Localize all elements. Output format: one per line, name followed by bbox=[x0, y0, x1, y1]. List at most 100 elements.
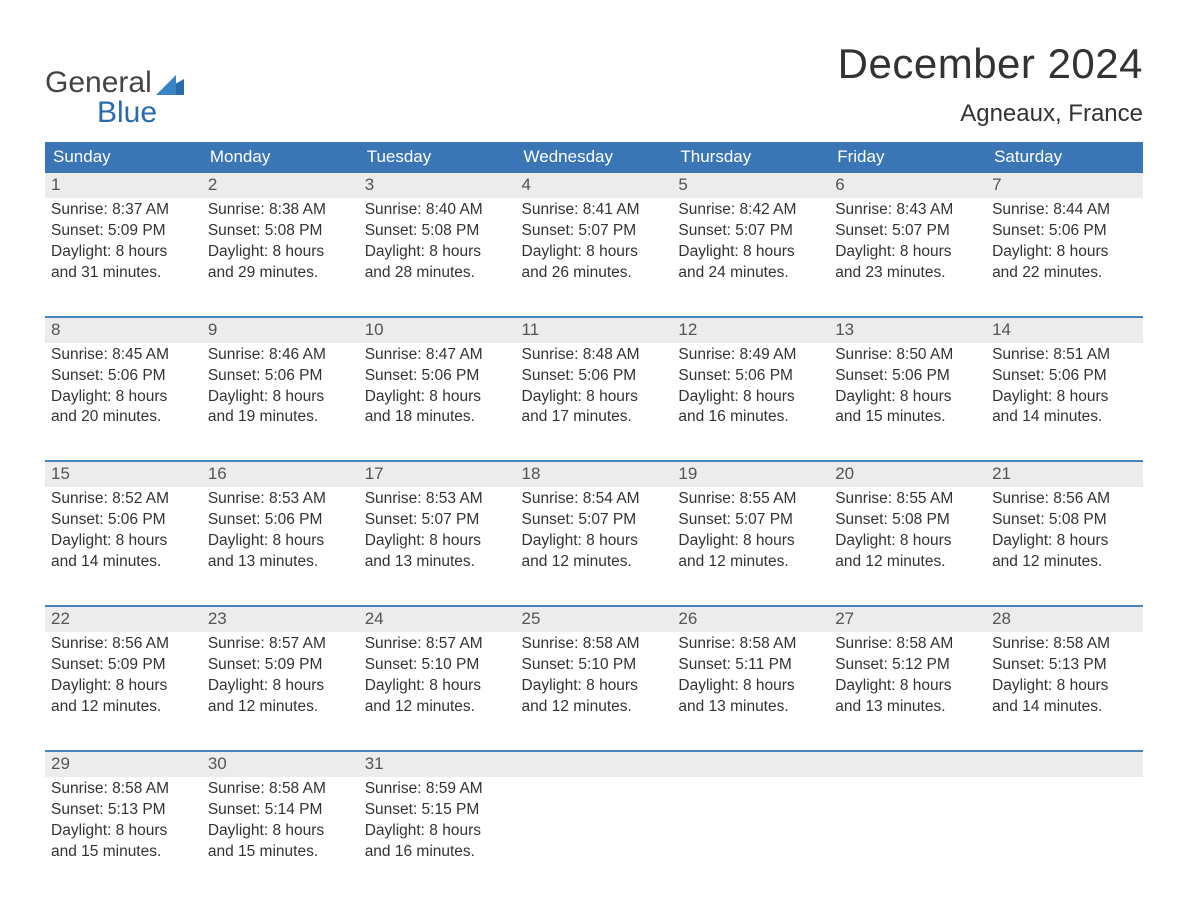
day-line: and 20 minutes. bbox=[51, 407, 196, 428]
day-number bbox=[516, 752, 673, 777]
day-line: Daylight: 8 hours bbox=[522, 387, 667, 408]
day-line: Sunset: 5:09 PM bbox=[51, 655, 196, 676]
day-line: Sunrise: 8:52 AM bbox=[51, 489, 196, 510]
day-number: 18 bbox=[516, 462, 673, 487]
day-line: Sunset: 5:06 PM bbox=[208, 366, 353, 387]
day-line: Sunrise: 8:58 AM bbox=[208, 779, 353, 800]
day-line: and 14 minutes. bbox=[992, 697, 1137, 718]
day-line: Sunset: 5:07 PM bbox=[835, 221, 980, 242]
day-cell: Sunrise: 8:58 AMSunset: 5:13 PMDaylight:… bbox=[986, 632, 1143, 751]
day-line: and 14 minutes. bbox=[992, 407, 1137, 428]
day-cell: Sunrise: 8:58 AMSunset: 5:10 PMDaylight:… bbox=[516, 632, 673, 751]
day-line: and 19 minutes. bbox=[208, 407, 353, 428]
day-cell bbox=[986, 777, 1143, 895]
day-line: Daylight: 8 hours bbox=[678, 676, 823, 697]
day-line: Daylight: 8 hours bbox=[835, 676, 980, 697]
day-line: and 13 minutes. bbox=[365, 552, 510, 573]
day-line: Sunset: 5:06 PM bbox=[522, 366, 667, 387]
day-number bbox=[672, 752, 829, 777]
day-number: 9 bbox=[202, 318, 359, 343]
day-cell: Sunrise: 8:53 AMSunset: 5:07 PMDaylight:… bbox=[359, 487, 516, 606]
day-line: Sunset: 5:10 PM bbox=[365, 655, 510, 676]
day-line: Daylight: 8 hours bbox=[992, 676, 1137, 697]
day-cell: Sunrise: 8:50 AMSunset: 5:06 PMDaylight:… bbox=[829, 343, 986, 462]
day-number: 25 bbox=[516, 607, 673, 632]
day-cell: Sunrise: 8:41 AMSunset: 5:07 PMDaylight:… bbox=[516, 198, 673, 317]
day-cell: Sunrise: 8:53 AMSunset: 5:06 PMDaylight:… bbox=[202, 487, 359, 606]
day-line: and 16 minutes. bbox=[678, 407, 823, 428]
logo: General Blue bbox=[45, 68, 184, 128]
title-block: December 2024 Agneaux, France bbox=[838, 40, 1143, 128]
day-number: 14 bbox=[986, 318, 1143, 343]
location: Agneaux, France bbox=[838, 100, 1143, 128]
day-line: Daylight: 8 hours bbox=[835, 387, 980, 408]
day-line: Sunset: 5:08 PM bbox=[835, 510, 980, 531]
day-number: 13 bbox=[829, 318, 986, 343]
day-number-row: 22232425262728 bbox=[45, 607, 1143, 632]
day-line: Sunset: 5:09 PM bbox=[208, 655, 353, 676]
day-line: Sunrise: 8:40 AM bbox=[365, 200, 510, 221]
day-line: Daylight: 8 hours bbox=[835, 242, 980, 263]
day-number: 1 bbox=[45, 173, 202, 198]
day-line: Sunrise: 8:57 AM bbox=[365, 634, 510, 655]
day-cell: Sunrise: 8:47 AMSunset: 5:06 PMDaylight:… bbox=[359, 343, 516, 462]
day-line: and 12 minutes. bbox=[365, 697, 510, 718]
day-line: and 12 minutes. bbox=[51, 697, 196, 718]
day-number bbox=[829, 752, 986, 777]
day-line: and 15 minutes. bbox=[835, 407, 980, 428]
day-line: and 12 minutes. bbox=[992, 552, 1137, 573]
day-cell: Sunrise: 8:37 AMSunset: 5:09 PMDaylight:… bbox=[45, 198, 202, 317]
day-line: Sunrise: 8:43 AM bbox=[835, 200, 980, 221]
day-cell: Sunrise: 8:55 AMSunset: 5:08 PMDaylight:… bbox=[829, 487, 986, 606]
day-cell bbox=[829, 777, 986, 895]
day-line: Sunset: 5:06 PM bbox=[51, 366, 196, 387]
day-number: 12 bbox=[672, 318, 829, 343]
day-line: Sunrise: 8:53 AM bbox=[208, 489, 353, 510]
day-number: 6 bbox=[829, 173, 986, 198]
dow: Saturday bbox=[986, 142, 1143, 173]
logo-text-1: General bbox=[45, 68, 152, 98]
day-line: Daylight: 8 hours bbox=[835, 531, 980, 552]
day-line: Sunrise: 8:57 AM bbox=[208, 634, 353, 655]
day-line: and 12 minutes. bbox=[208, 697, 353, 718]
day-info-row: Sunrise: 8:45 AMSunset: 5:06 PMDaylight:… bbox=[45, 343, 1143, 462]
day-line: and 28 minutes. bbox=[365, 263, 510, 284]
dow: Wednesday bbox=[516, 142, 673, 173]
day-line: Daylight: 8 hours bbox=[992, 387, 1137, 408]
day-line: Daylight: 8 hours bbox=[365, 242, 510, 263]
day-cell: Sunrise: 8:49 AMSunset: 5:06 PMDaylight:… bbox=[672, 343, 829, 462]
day-number: 7 bbox=[986, 173, 1143, 198]
day-line: Sunrise: 8:56 AM bbox=[51, 634, 196, 655]
day-line: and 13 minutes. bbox=[208, 552, 353, 573]
day-line: Sunset: 5:09 PM bbox=[51, 221, 196, 242]
day-cell bbox=[672, 777, 829, 895]
day-line: Daylight: 8 hours bbox=[51, 821, 196, 842]
day-cell: Sunrise: 8:56 AMSunset: 5:08 PMDaylight:… bbox=[986, 487, 1143, 606]
dow: Friday bbox=[829, 142, 986, 173]
day-number: 27 bbox=[829, 607, 986, 632]
day-line: and 15 minutes. bbox=[208, 842, 353, 863]
day-line: and 12 minutes. bbox=[678, 552, 823, 573]
day-info-row: Sunrise: 8:37 AMSunset: 5:09 PMDaylight:… bbox=[45, 198, 1143, 317]
day-line: Sunset: 5:13 PM bbox=[51, 800, 196, 821]
day-line: Daylight: 8 hours bbox=[208, 821, 353, 842]
day-cell: Sunrise: 8:44 AMSunset: 5:06 PMDaylight:… bbox=[986, 198, 1143, 317]
day-line: Daylight: 8 hours bbox=[992, 242, 1137, 263]
day-line: Sunset: 5:07 PM bbox=[522, 510, 667, 531]
day-line: and 24 minutes. bbox=[678, 263, 823, 284]
page-title: December 2024 bbox=[838, 40, 1143, 88]
day-line: Daylight: 8 hours bbox=[51, 531, 196, 552]
day-line: Sunset: 5:06 PM bbox=[678, 366, 823, 387]
day-line: and 13 minutes. bbox=[678, 697, 823, 718]
day-cell: Sunrise: 8:46 AMSunset: 5:06 PMDaylight:… bbox=[202, 343, 359, 462]
day-cell: Sunrise: 8:57 AMSunset: 5:09 PMDaylight:… bbox=[202, 632, 359, 751]
day-number-row: 891011121314 bbox=[45, 318, 1143, 343]
day-line: Sunset: 5:08 PM bbox=[208, 221, 353, 242]
day-line: Daylight: 8 hours bbox=[522, 531, 667, 552]
dow: Monday bbox=[202, 142, 359, 173]
day-line: Sunset: 5:06 PM bbox=[835, 366, 980, 387]
day-number-row: 1234567 bbox=[45, 173, 1143, 198]
day-line: Daylight: 8 hours bbox=[365, 531, 510, 552]
day-cell: Sunrise: 8:38 AMSunset: 5:08 PMDaylight:… bbox=[202, 198, 359, 317]
day-line: Sunset: 5:08 PM bbox=[365, 221, 510, 242]
